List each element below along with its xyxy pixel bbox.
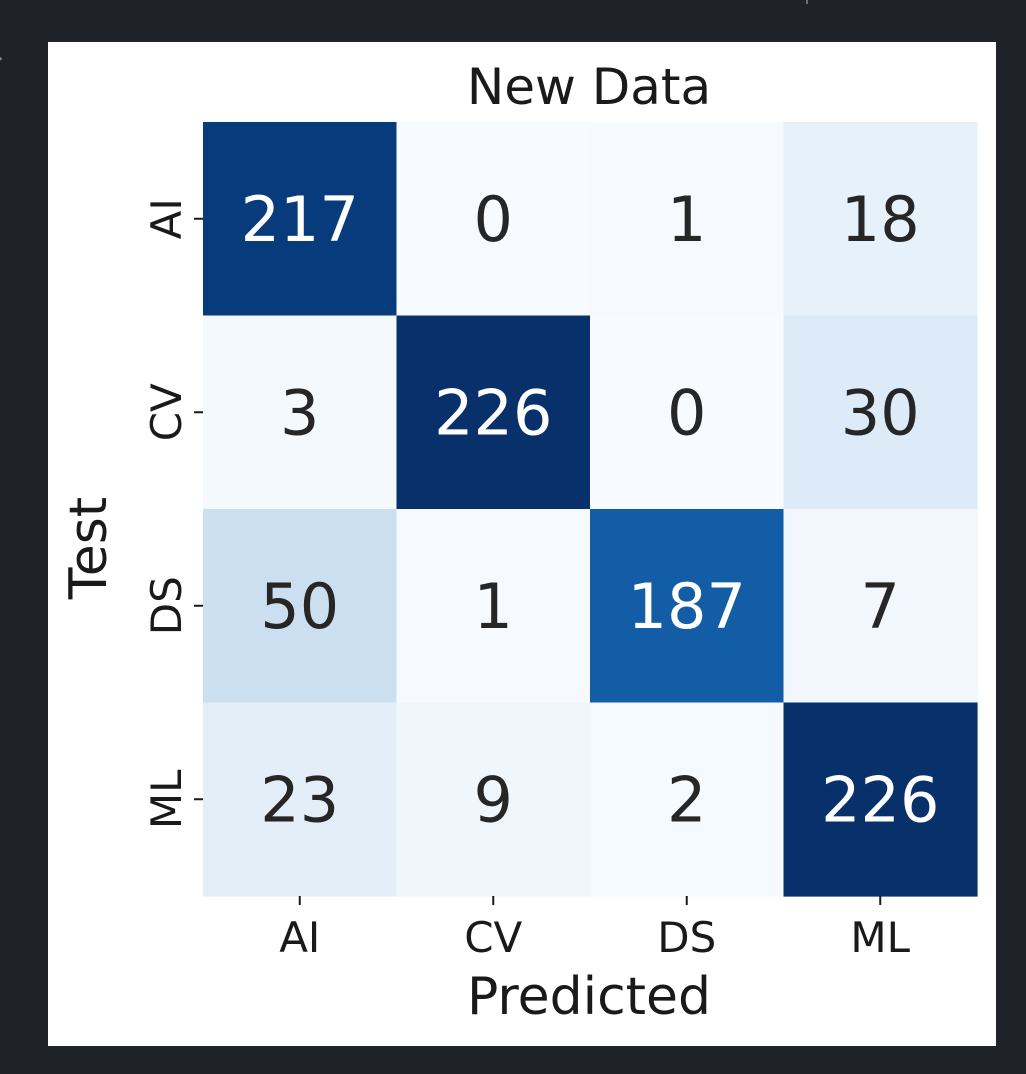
chart-title: New Data: [467, 58, 711, 116]
collapse-chevron-icon[interactable]: ›: [0, 48, 3, 69]
heatmap-cell-ds-ds: [590, 509, 785, 704]
cell-value-label: 0: [667, 376, 706, 449]
heatmap-cell-ds-ai: [203, 509, 398, 704]
x-axis-ticks: AI CV DS ML: [279, 896, 911, 962]
y-tick-label: ML: [142, 769, 191, 829]
cell-value-label: 2: [667, 763, 706, 836]
window-edge-marker: [800, 0, 808, 4]
heatmap-cell-ai-ds: [590, 122, 785, 317]
cell-value-label: 50: [260, 570, 339, 643]
cell-value-label: 187: [628, 570, 746, 643]
heatmap-cell-ml-ds: [590, 702, 785, 897]
cell-value-label: 217: [241, 183, 359, 256]
cell-value-label: 18: [841, 183, 920, 256]
heatmap-cell-cv-ai: [203, 315, 398, 510]
cell-value-label: 7: [861, 570, 900, 643]
heatmap-cell-ds-cv: [396, 509, 591, 704]
heatmap-cell-cv-ds: [590, 315, 785, 510]
heatmap-cell-ds-ml: [783, 509, 978, 704]
cell-value-label: 226: [434, 376, 552, 449]
cell-value-label: 1: [474, 570, 513, 643]
x-tick-label: CV: [464, 913, 522, 962]
y-tick-label: CV: [142, 383, 191, 441]
heatmap-cell-cv-cv: [396, 315, 591, 510]
cell-value-label: 9: [474, 763, 513, 836]
x-tick-label: ML: [850, 913, 910, 962]
cell-value-label: 3: [280, 376, 319, 449]
y-tick-label: AI: [142, 198, 191, 239]
cell-value-label: 1: [667, 183, 706, 256]
cell-value-label: 0: [474, 183, 513, 256]
x-tick-label: AI: [279, 913, 320, 962]
y-axis-ticks: AI CV DS ML: [142, 198, 203, 829]
heatmap-cell-cv-ml: [783, 315, 978, 510]
heatmap-cell-ml-ml: [783, 702, 978, 897]
y-tick-label: DS: [142, 576, 191, 635]
x-tick-label: DS: [657, 913, 716, 962]
heatmap-cell-ml-cv: [396, 702, 591, 897]
y-axis-label: Test: [59, 497, 119, 600]
figure-canvas: New Data 217 0 1 18 3 226 0 30 50 1 187 7 23 9 2 226 AI…: [48, 42, 996, 1046]
heatmap-cell-ai-cv: [396, 122, 591, 317]
cell-value-label: 226: [821, 763, 939, 836]
cell-value-labels: 217 0 1 18 3 226 0 30 50 1 187 7 23 9 2 226: [241, 183, 940, 837]
x-axis-label: Predicted: [467, 967, 711, 1027]
cell-value-label: 23: [260, 763, 339, 836]
heatmap-cell-ai-ai: [203, 122, 398, 317]
heatmap-cell-ai-ml: [783, 122, 978, 317]
confusion-matrix-chart: New Data 217 0 1 18 3 226 0 30 50 1 187 7 23 9 2 226 AI…: [59, 58, 978, 1027]
cell-value-label: 30: [841, 376, 920, 449]
heatmap-cell-ml-ai: [203, 702, 398, 897]
heatmap-cells: [203, 122, 978, 897]
